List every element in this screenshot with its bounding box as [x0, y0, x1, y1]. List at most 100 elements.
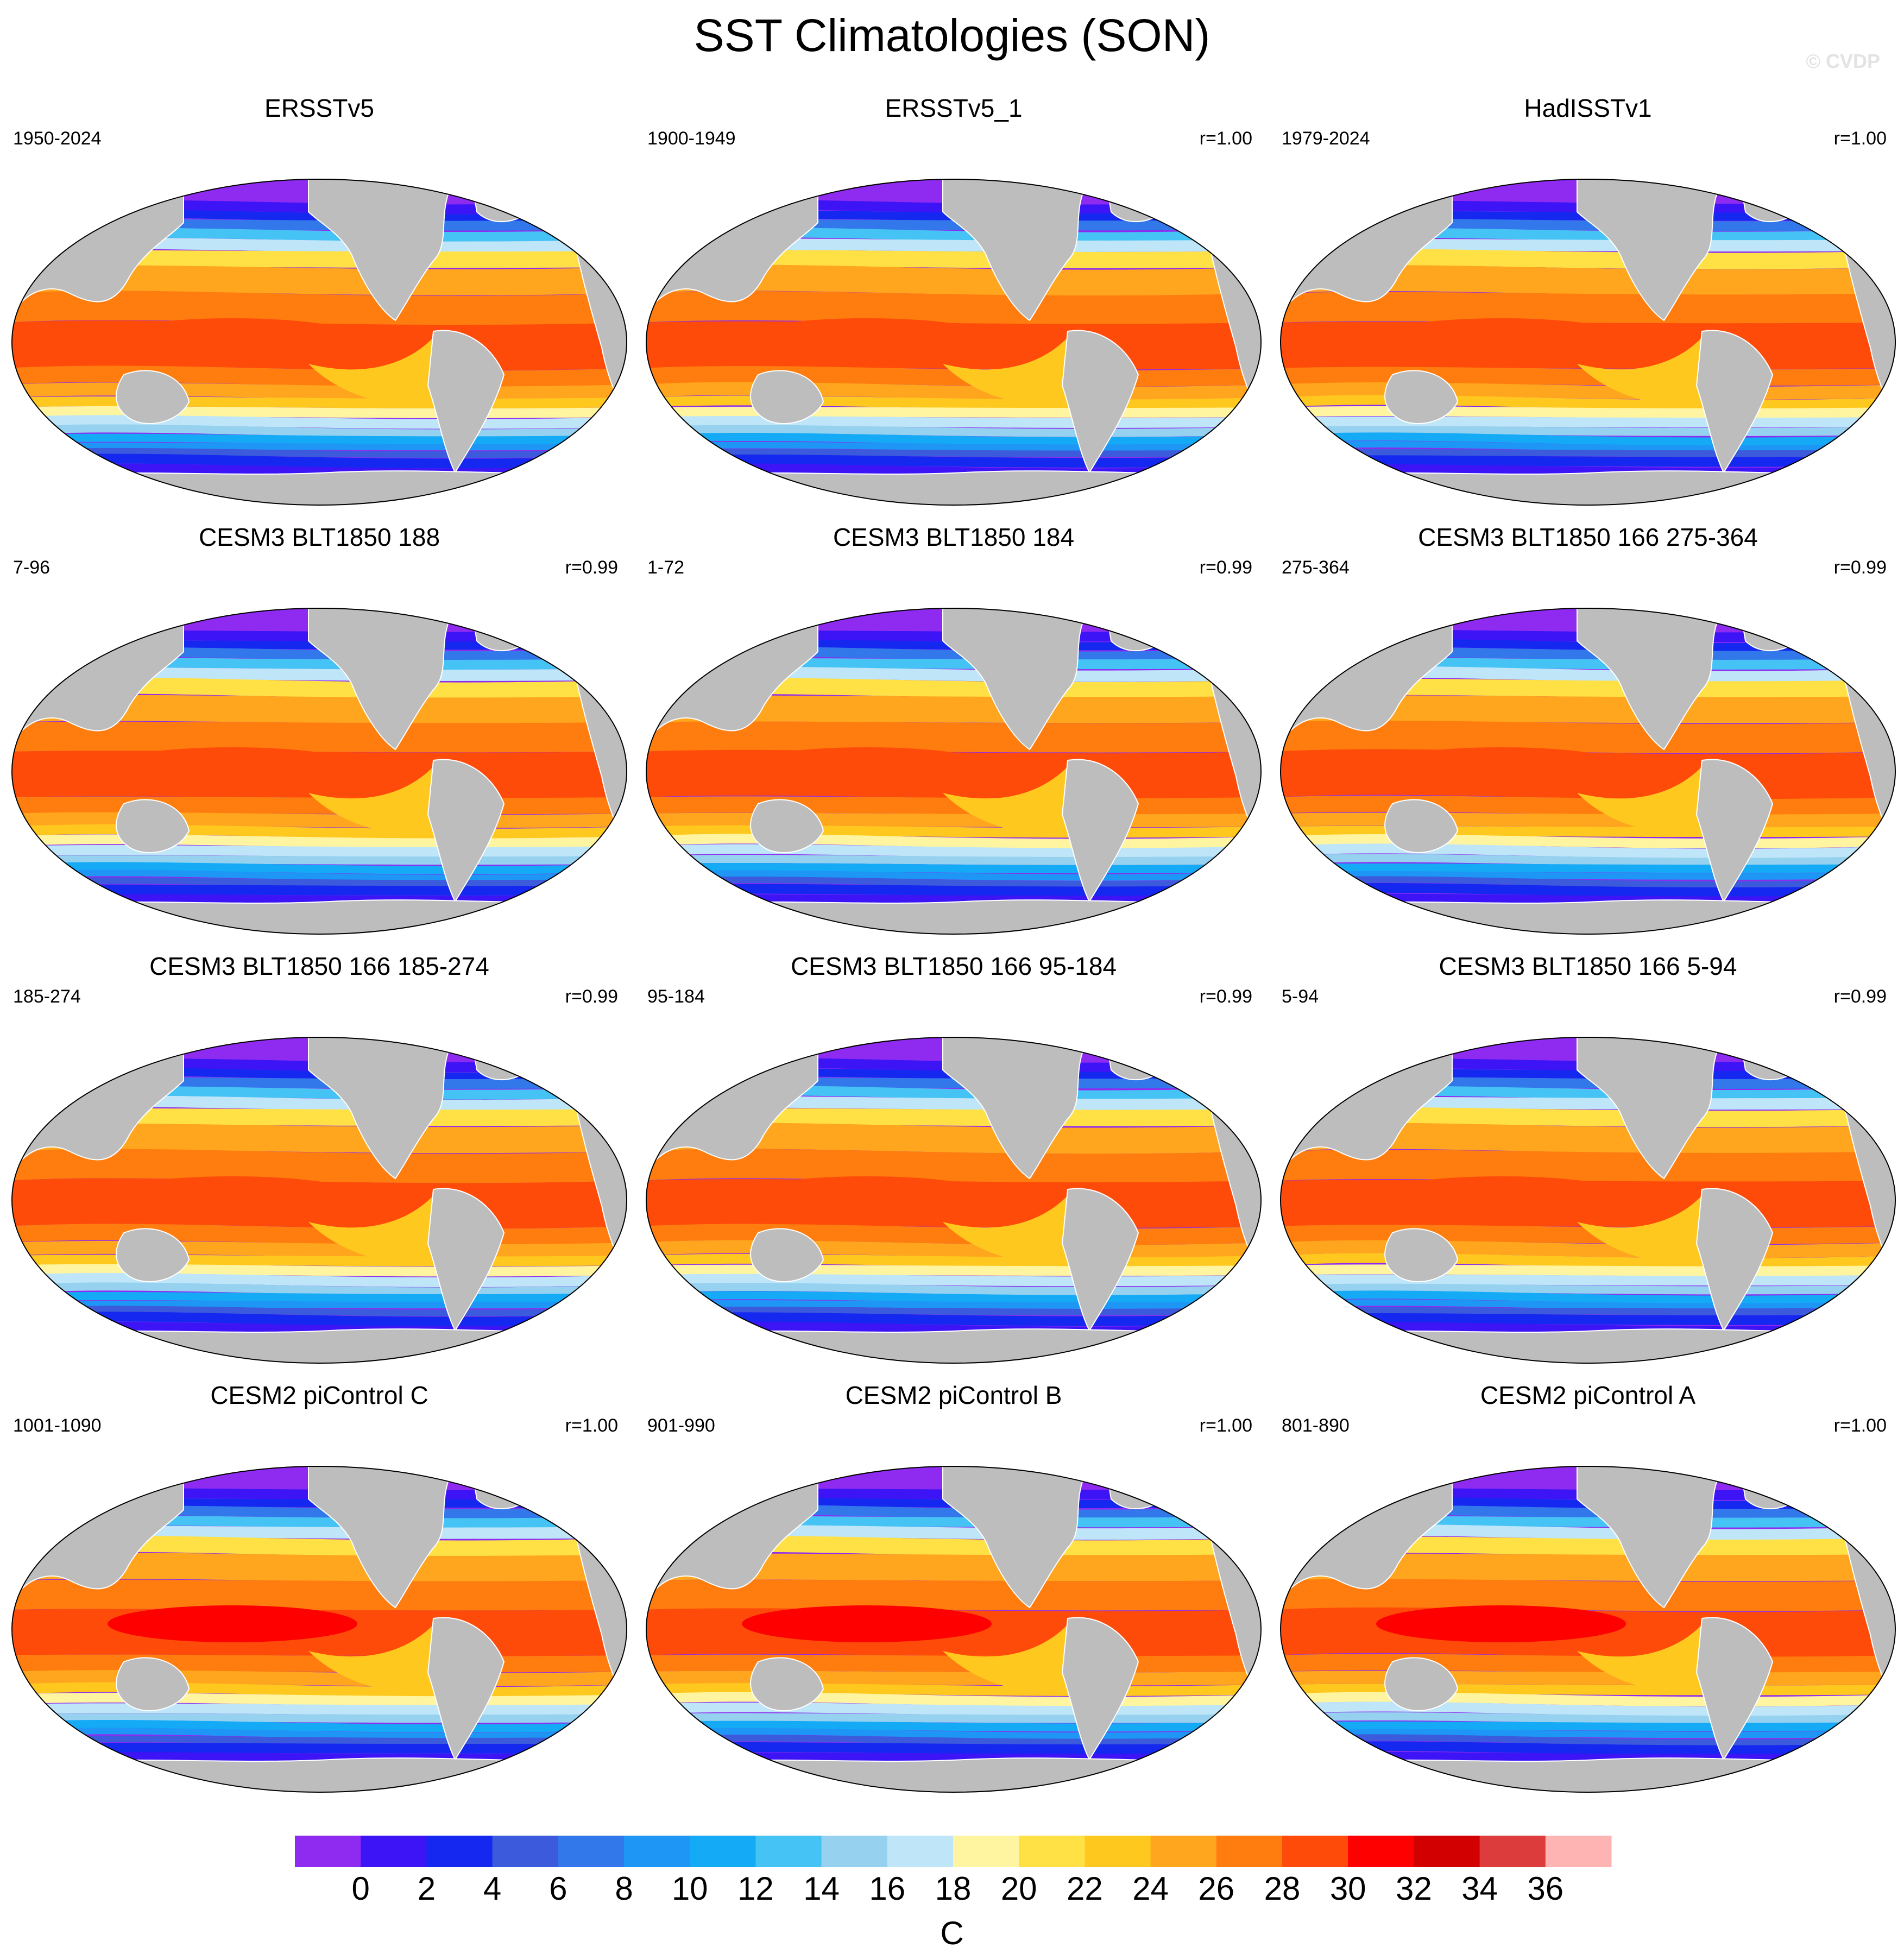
land-mass: [308, 608, 451, 751]
panel-title: CESM3 BLT1850 166 5-94: [1439, 952, 1737, 980]
sst-band: [12, 453, 627, 469]
credit-label: © CVDP: [1806, 50, 1880, 72]
land-mass: [427, 330, 505, 474]
land-mass: [116, 370, 190, 424]
colorbar-swatch: [1150, 1836, 1217, 1867]
sst-band: [646, 812, 1261, 828]
sst-band: [1281, 1536, 1895, 1556]
sst-band: [646, 1735, 1261, 1745]
period-label: 1900-1949: [647, 128, 736, 149]
sst-band: [646, 876, 1261, 888]
warm-pool: [742, 747, 992, 784]
land-mass: [427, 1617, 505, 1761]
correlation-label: r=0.99: [1199, 986, 1252, 1007]
sst-band: [1281, 1553, 1895, 1581]
warm-pool: [742, 1605, 992, 1642]
land-mass: [1739, 179, 1806, 223]
land-mass: [750, 1228, 824, 1282]
map-panel: CESM3 BLT1850 166 275-364 275-364 r=0.99: [1273, 521, 1903, 950]
land-mass: [942, 608, 1085, 751]
period-label: 801-890: [1282, 1415, 1350, 1436]
sst-band: [1281, 440, 1895, 452]
colorbar-tick-label: 18: [935, 1870, 972, 1907]
cold-tongue: [308, 1618, 450, 1693]
land-mass: [1105, 1037, 1172, 1081]
map-plot: [646, 179, 1262, 506]
sst-band: [646, 1535, 1261, 1557]
sst-band: [1281, 883, 1895, 898]
sst-band: [1281, 1579, 1895, 1611]
sst-band: [12, 677, 627, 699]
panel-title: ERSSTv5: [264, 94, 374, 122]
land-mass: [1695, 330, 1774, 474]
sst-band: [646, 1728, 1261, 1740]
sst-band: [12, 1728, 627, 1740]
sst-band: [646, 1300, 1261, 1309]
map-plot: [1280, 1466, 1896, 1793]
map-plot: [1280, 179, 1896, 506]
sst-band: [646, 870, 1261, 881]
sst-band: [12, 1149, 627, 1183]
colorbar-tick-label: 28: [1264, 1870, 1301, 1907]
land-mass: [1061, 759, 1139, 903]
sst-band: [1281, 876, 1895, 888]
colorbar-tick-label: 30: [1330, 1870, 1366, 1907]
map-plot: [11, 179, 627, 506]
colorbar-swatch: [1479, 1836, 1546, 1867]
sst-band: [12, 448, 627, 458]
land-mass: [1577, 1466, 1719, 1609]
sst-band: [646, 1291, 1261, 1303]
colorbar-swatch: [558, 1836, 625, 1867]
sst-band: [1281, 1123, 1895, 1154]
land-mass: [1577, 179, 1719, 322]
sst-band: [1281, 1150, 1895, 1182]
colorbar-tick-label: 2: [418, 1870, 436, 1907]
map-panel: HadISSTv1 1979-2024 r=1.00: [1273, 92, 1903, 521]
land-mass: [12, 470, 627, 505]
period-label: 1950-2024: [13, 128, 102, 149]
sst-band: [1281, 812, 1895, 828]
colorbar-swatch: [295, 1836, 361, 1867]
sst-band: [646, 1123, 1261, 1154]
land-mass: [1105, 608, 1172, 652]
panel-title: ERSSTv5_1: [885, 94, 1023, 122]
sst-band: [1281, 432, 1895, 446]
cold-tongue: [308, 760, 450, 835]
cold-tongue: [1577, 1618, 1718, 1693]
sst-band: [1281, 1096, 1895, 1110]
sst-band: [1281, 455, 1895, 467]
warm-pool: [1376, 1605, 1626, 1642]
land-mass: [1577, 1037, 1719, 1180]
sst-band: [646, 1579, 1261, 1611]
map-panel: CESM3 BLT1850 166 5-94 5-94 r=0.99: [1273, 950, 1903, 1379]
warm-pool: [742, 1176, 992, 1213]
cold-tongue: [1577, 331, 1718, 406]
panel-title: CESM3 BLT1850 166 185-274: [149, 952, 489, 980]
sst-band: [646, 1108, 1261, 1126]
warm-pool: [1376, 747, 1626, 784]
cold-tongue: [943, 760, 1084, 835]
sst-band: [12, 1108, 627, 1126]
sst-band: [1281, 720, 1895, 754]
colorbar-tick-label: 32: [1396, 1870, 1432, 1907]
colorbar-swatch: [426, 1836, 493, 1867]
panel-title: CESM2 piControl C: [210, 1381, 428, 1409]
sst-band: [646, 264, 1261, 296]
map-panel: CESM3 BLT1850 188 7-96 r=0.99: [4, 521, 634, 950]
colorbar-swatch: [1545, 1836, 1612, 1867]
land-mass: [1384, 1657, 1459, 1711]
sst-band: [12, 1306, 627, 1316]
sst-band: [1281, 1307, 1895, 1315]
land-mass: [470, 1037, 538, 1081]
land-mass: [12, 1757, 627, 1792]
colorbar-swatch: [690, 1836, 756, 1867]
sst-band: [12, 1703, 627, 1715]
land-mass: [12, 899, 627, 934]
land-mass: [1384, 1228, 1459, 1282]
panel-title: CESM3 BLT1850 166 95-184: [790, 952, 1117, 980]
correlation-label: r=0.99: [1833, 986, 1887, 1007]
panel-title: CESM2 piControl B: [845, 1381, 1062, 1409]
sst-band: [12, 869, 627, 881]
map-plot: [646, 1037, 1262, 1364]
land-mass: [1384, 370, 1459, 424]
